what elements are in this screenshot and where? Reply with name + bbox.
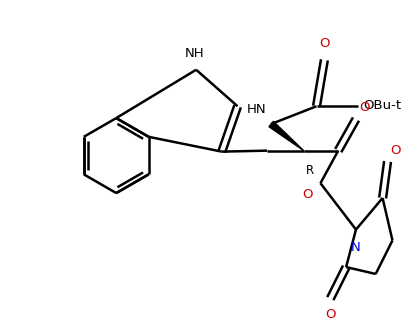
Text: O: O xyxy=(319,37,330,50)
Text: O: O xyxy=(325,308,336,321)
Polygon shape xyxy=(269,121,304,151)
Text: NH: NH xyxy=(184,47,204,60)
Text: O: O xyxy=(359,101,369,114)
Text: O: O xyxy=(391,144,401,157)
Text: R: R xyxy=(306,164,314,177)
Text: OBu-t: OBu-t xyxy=(363,99,401,112)
Text: O: O xyxy=(302,188,312,201)
Text: N: N xyxy=(351,241,361,254)
Text: HN: HN xyxy=(247,103,266,116)
